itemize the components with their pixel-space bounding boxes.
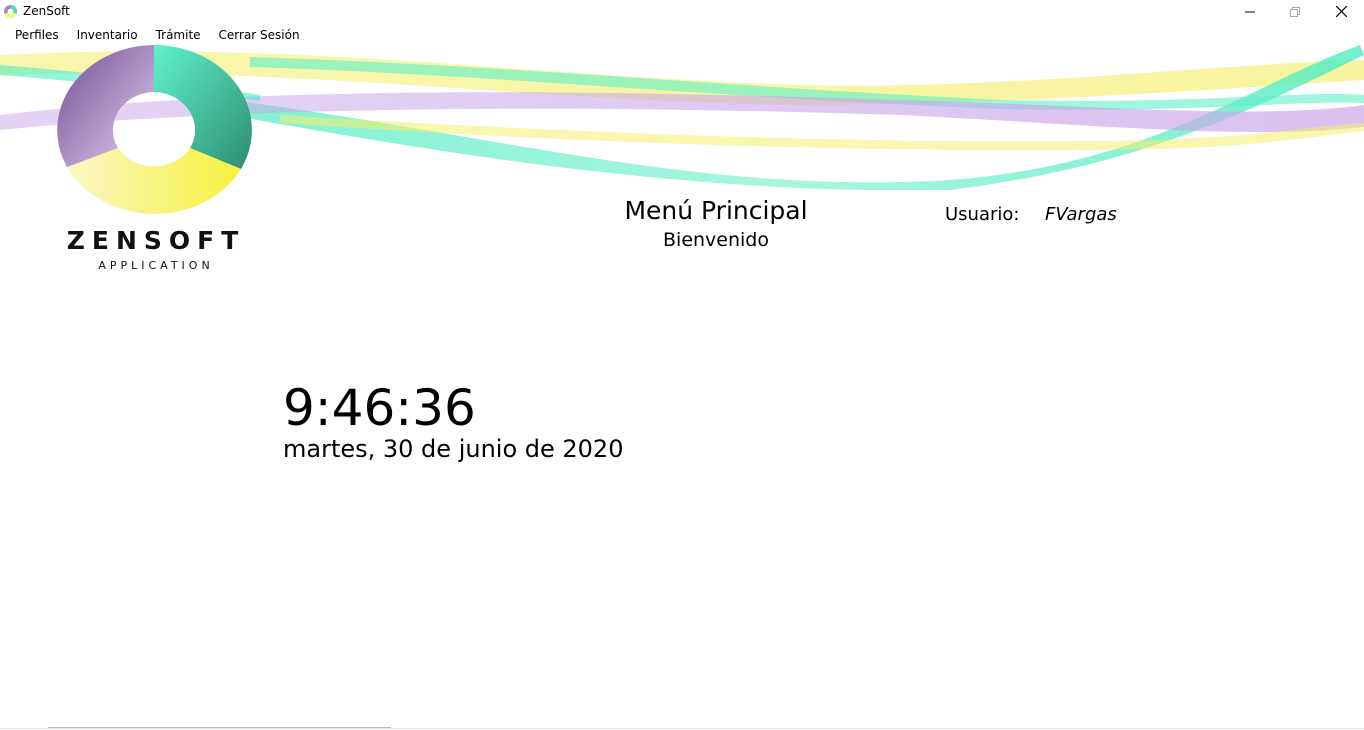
maximize-button[interactable] <box>1272 0 1318 23</box>
menu-item-cerrar-sesion[interactable]: Cerrar Sesión <box>218 28 300 42</box>
menu-bar: Perfiles Inventario Trámite Cerrar Sesió… <box>0 25 309 45</box>
user-label: Usuario: <box>945 204 1020 225</box>
clock-time: 9:46:36 <box>283 379 476 437</box>
wave-banner <box>0 45 1364 190</box>
bottom-divider <box>48 727 391 728</box>
menu-item-tramite[interactable]: Trámite <box>155 28 201 42</box>
logo-wordmark: ZENSOFT <box>66 226 246 255</box>
app-icon <box>3 4 18 19</box>
bottom-border <box>0 728 1364 729</box>
welcome-text: Bienvenido <box>663 229 769 251</box>
zensoft-logo <box>57 45 252 214</box>
menu-item-inventario[interactable]: Inventario <box>76 28 138 42</box>
clock-date: martes, 30 de junio de 2020 <box>283 435 624 463</box>
minimize-button[interactable] <box>1227 0 1273 23</box>
minimize-icon <box>1245 11 1255 12</box>
close-icon <box>1335 6 1347 17</box>
logo-subtitle: APPLICATION <box>98 259 214 272</box>
user-name: FVargas <box>1045 204 1117 225</box>
menu-item-perfiles[interactable]: Perfiles <box>15 28 59 42</box>
restore-icon <box>1290 6 1300 17</box>
page-title: Menú Principal <box>624 196 808 225</box>
title-bar: ZenSoft <box>0 0 1364 23</box>
close-button[interactable] <box>1318 0 1364 23</box>
window-title: ZenSoft <box>23 4 70 18</box>
